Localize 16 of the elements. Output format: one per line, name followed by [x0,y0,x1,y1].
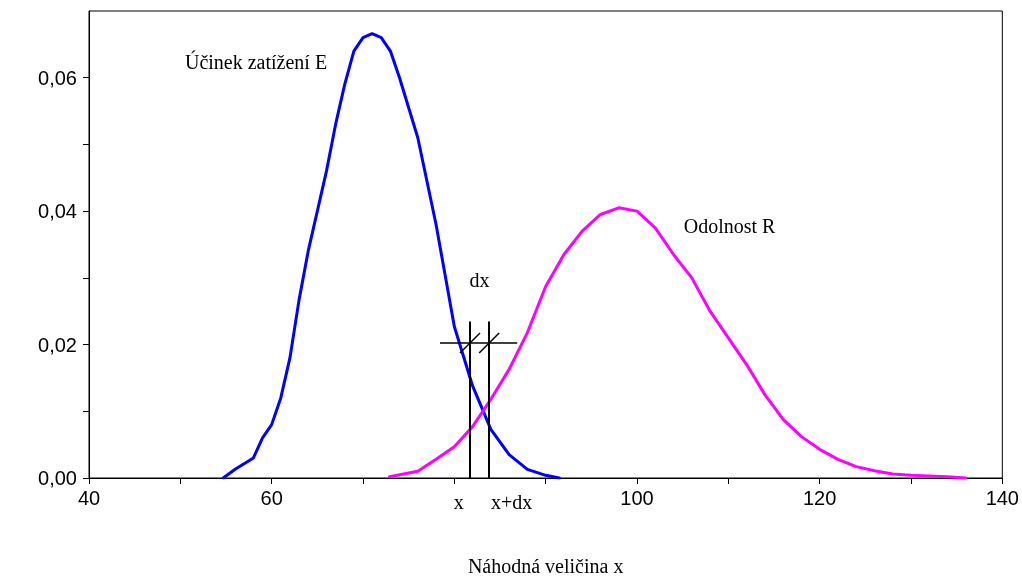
x-tick-label: 40 [77,487,101,509]
y-tick-label: 0,04 [38,200,77,223]
series-label: Účinek zatížení E [184,49,328,73]
ref-line-label: x [453,491,464,513]
annotation: dx [468,267,491,292]
series-label: Odolnost R [683,214,777,237]
y-tick-label: 0,06 [38,66,77,89]
ref-line-label: x+dx [491,491,533,513]
x-tick-label: 60 [260,487,283,509]
x-tick-label: 140 [985,487,1019,509]
x-tick-label: 120 [802,487,837,509]
x-axis-title: Náhodná veličina x [467,555,624,577]
y-tick-label: 0,02 [38,333,77,356]
line-series [387,206,968,480]
x-tick-label: 100 [620,487,654,509]
y-tick-label: 0,00 [38,467,77,489]
